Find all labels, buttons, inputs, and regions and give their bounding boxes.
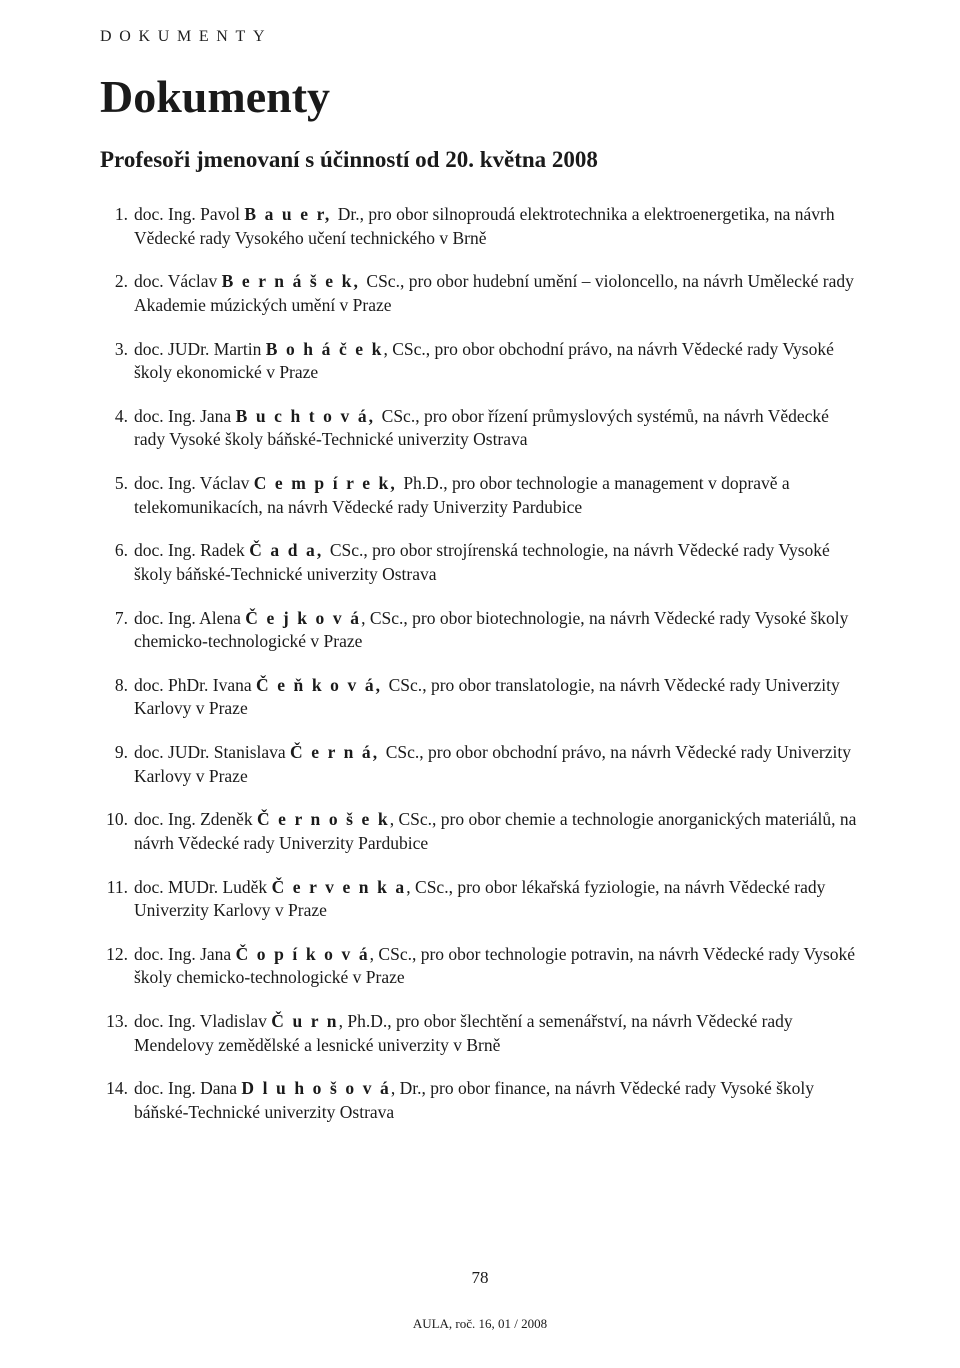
list-item: doc. JUDr. Martin B o h á č e k, CSc., p… xyxy=(100,338,860,385)
item-name: Č o p í k o v á xyxy=(236,944,370,964)
item-title-suffix: , CSc. xyxy=(390,809,432,829)
list-item: doc. Ing. Václav C e m p í r e k, Ph.D.,… xyxy=(100,472,860,519)
item-prefix: doc. Ing. Jana xyxy=(134,944,236,964)
list-item: doc. Ing. Zdeněk Č e r n o š e k, CSc., … xyxy=(100,808,860,855)
item-prefix: doc. Ing. Dana xyxy=(134,1078,241,1098)
page-subtitle: Profesoři jmenovaní s účinností od 20. k… xyxy=(100,147,860,173)
item-name: C e m p í r e k, xyxy=(254,473,404,493)
document-page: DOKUMENTY Dokumenty Profesoři jmenovaní … xyxy=(0,0,960,1368)
item-title-suffix: , Dr. xyxy=(391,1078,422,1098)
list-item: doc. Ing. Radek Č a d a, CSc., pro obor … xyxy=(100,539,860,586)
item-prefix: doc. Ing. Pavol xyxy=(134,204,244,224)
item-prefix: doc. Václav xyxy=(134,271,222,291)
item-name: B a u e r, xyxy=(244,204,337,224)
item-prefix: doc. Ing. Václav xyxy=(134,473,254,493)
list-item: doc. Ing. Pavol B a u e r, Dr., pro obor… xyxy=(100,203,860,250)
item-title-suffix: CSc. xyxy=(389,675,423,695)
item-title-suffix: CSc. xyxy=(382,406,416,426)
item-prefix: doc. JUDr. Martin xyxy=(134,339,266,359)
item-title-suffix: Dr. xyxy=(338,204,360,224)
page-number: 78 xyxy=(0,1268,960,1288)
item-name: Č e ň k o v á, xyxy=(256,675,389,695)
item-name: Č e r v e n k a xyxy=(272,877,407,897)
item-name: B o h á č e k xyxy=(266,339,384,359)
item-prefix: doc. Ing. Radek xyxy=(134,540,249,560)
item-prefix: doc. PhDr. Ivana xyxy=(134,675,256,695)
item-prefix: doc. JUDr. Stanislava xyxy=(134,742,290,762)
item-name: Č e j k o v á xyxy=(245,608,361,628)
professors-list: doc. Ing. Pavol B a u e r, Dr., pro obor… xyxy=(100,203,860,1125)
list-item: doc. Ing. Jana Č o p í k o v á, CSc., pr… xyxy=(100,943,860,990)
list-item: doc. JUDr. Stanislava Č e r n á, CSc., p… xyxy=(100,741,860,788)
item-prefix: doc. Ing. Jana xyxy=(134,406,236,426)
item-name: B u c h t o v á, xyxy=(236,406,382,426)
item-prefix: doc. Ing. Alena xyxy=(134,608,245,628)
list-item: doc. Ing. Jana B u c h t o v á, CSc., pr… xyxy=(100,405,860,452)
item-title-suffix: CSc. xyxy=(366,271,400,291)
list-item: doc. Ing. Vladislav Č u r n, Ph.D., pro … xyxy=(100,1010,860,1057)
item-title-suffix: , Ph.D. xyxy=(339,1011,388,1031)
list-item: doc. Ing. Dana D l u h o š o v á, Dr., p… xyxy=(100,1077,860,1124)
list-item: doc. MUDr. Luděk Č e r v e n k a, CSc., … xyxy=(100,876,860,923)
item-title-suffix: , CSc. xyxy=(361,608,403,628)
item-title-suffix: CSc. xyxy=(330,540,364,560)
item-title-suffix: , CSc. xyxy=(370,944,412,964)
item-prefix: doc. MUDr. Luděk xyxy=(134,877,272,897)
item-prefix: doc. Ing. Vladislav xyxy=(134,1011,271,1031)
item-name: Č e r n o š e k xyxy=(257,809,390,829)
page-title: Dokumenty xyxy=(100,70,860,123)
item-title-suffix: Ph.D. xyxy=(403,473,443,493)
section-header: DOKUMENTY xyxy=(100,28,860,46)
page-footer: 78 AULA, roč. 16, 01 / 2008 xyxy=(0,1268,960,1332)
item-name: Č a d a, xyxy=(249,540,330,560)
item-name: B e r n á š e k, xyxy=(222,271,367,291)
list-item: doc. Václav B e r n á š e k, CSc., pro o… xyxy=(100,270,860,317)
item-title-suffix: CSc. xyxy=(386,742,420,762)
item-title-suffix: , CSc. xyxy=(383,339,425,359)
item-name: Č e r n á, xyxy=(290,742,386,762)
list-item: doc. Ing. Alena Č e j k o v á, CSc., pro… xyxy=(100,607,860,654)
item-prefix: doc. Ing. Zdeněk xyxy=(134,809,257,829)
item-name: Č u r n xyxy=(271,1011,338,1031)
item-title-suffix: , CSc. xyxy=(406,877,448,897)
footer-citation: AULA, roč. 16, 01 / 2008 xyxy=(0,1316,960,1332)
list-item: doc. PhDr. Ivana Č e ň k o v á, CSc., pr… xyxy=(100,674,860,721)
item-name: D l u h o š o v á xyxy=(241,1078,390,1098)
